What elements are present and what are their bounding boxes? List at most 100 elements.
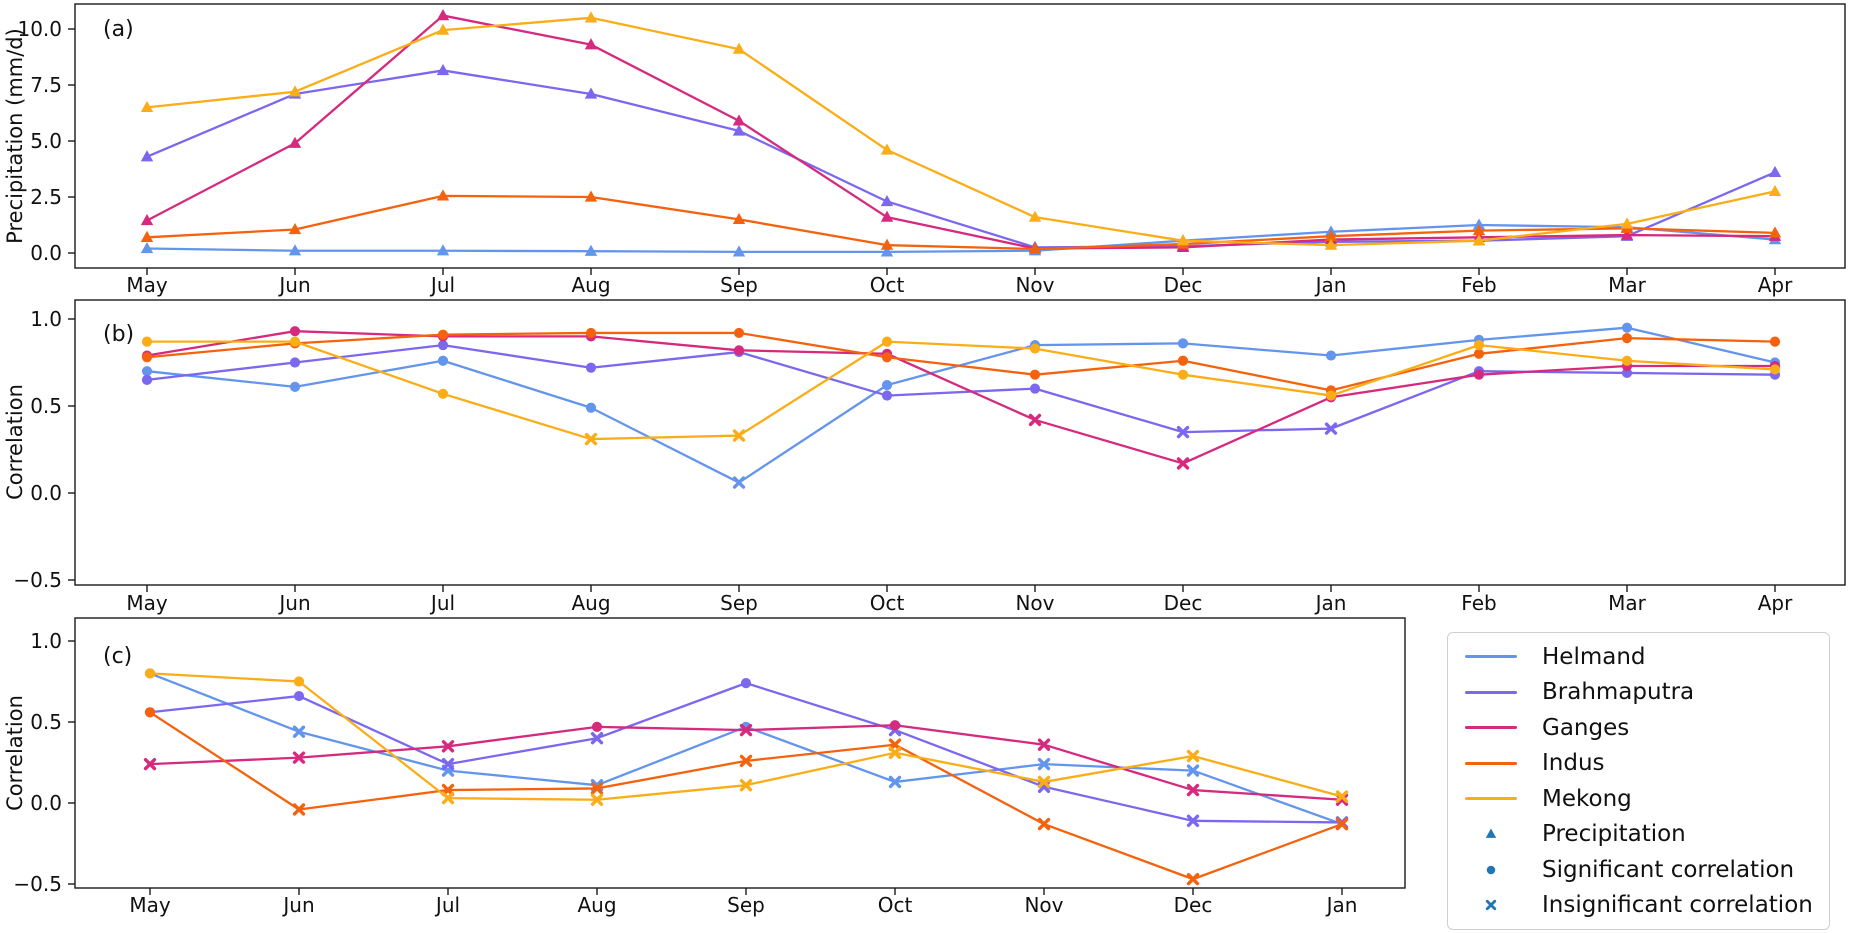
series-helmand-marker-oct [880,245,894,257]
brahmaputra-color-line [1465,690,1517,694]
y-tick-label: −0.5 [13,568,62,592]
series-line-brahmaputra [146,69,1776,249]
x-tick-label-mar: Mar [1608,591,1647,615]
series-helmand-marker-may [140,242,154,254]
series-indus-marker-may [144,707,156,718]
series-mekong-marker-dec [1176,234,1190,246]
series-ganges-marker-sep [733,345,745,356]
series-mekong-marker-jun [288,85,302,97]
x-tick-label-oct: Oct [870,591,905,615]
series-ganges-marker-jul [436,9,450,21]
series-ganges-marker-oct [889,720,901,731]
x-tick-label-jan: Jan [1325,893,1358,917]
series-brahmaputra-marker-may [141,374,153,385]
series-indus-marker-jan [1324,229,1338,241]
y-tick-label: 1.0 [30,307,62,331]
series-helmand-marker-oct [888,775,902,789]
series-helmand-marker-dec [1186,764,1200,777]
x-tick-label-aug: Aug [571,591,610,615]
legend-label: Mekong [1542,785,1632,812]
series-helmand-marker-nov [1037,757,1051,771]
panel-b-spines [74,299,1846,586]
series-mekong-marker-nov [1029,343,1041,354]
legend-item-insignificant-correlation: Insignificant correlation [1448,888,1829,922]
series-mekong-marker-jan [1325,390,1337,401]
series-indus-marker-aug [590,782,604,795]
series-mekong-marker-dec [1177,369,1189,380]
panel-b-ylabel: Correlation [3,384,27,500]
series-indus-marker-jan [1335,817,1349,831]
series-line-helmand [149,672,1343,826]
series-indus-marker-aug [585,327,597,339]
circle-icon [1486,865,1496,875]
legend-label: Insignificant correlation [1542,892,1813,919]
series-mekong-marker-may [140,100,154,113]
series-brahmaputra-marker-oct [880,194,894,207]
panel-c-spines [74,617,1406,889]
panel-c-ylabel: Correlation [3,695,27,811]
x-tick-label-may: May [126,273,168,297]
series-mekong-marker-feb [1473,340,1485,351]
series-mekong-marker-oct [888,746,902,759]
series-helmand-marker-oct [881,380,893,391]
legend-marker-swatch [1448,858,1534,882]
x-tick-label-nov: Nov [1015,273,1054,297]
series-helmand-marker-jun [292,725,306,738]
series-indus-marker-jun [292,803,306,816]
indus-color-line [1465,761,1517,765]
mekong-color-line [1465,797,1517,801]
legend-label: Helmand [1542,643,1646,670]
series-helmand-marker-may [141,366,153,377]
series-line-indus [146,194,1776,251]
x-tick-label-sep: Sep [720,591,758,615]
x-tick-label-feb: Feb [1461,591,1496,615]
series-indus-marker-apr [1768,226,1782,238]
series-brahmaputra-marker-may [140,150,154,162]
panel-a-letter: (a) [103,17,134,42]
legend-item-helmand: Helmand [1448,640,1829,674]
series-line-helmand [146,223,1776,254]
x-tick-label-jul: Jul [429,591,455,615]
x-tick-label-nov: Nov [1024,893,1063,917]
y-tick-label: 0.5 [30,710,62,734]
x-tick-label-sep: Sep [727,893,765,917]
series-ganges-marker-aug [591,721,603,732]
series-helmand-marker-jul [437,355,449,366]
legend-item-indus: Indus [1448,746,1829,780]
x-tick-label-may: May [126,591,168,615]
series-mekong-marker-nov [1028,210,1042,222]
series-mekong-marker-dec [1186,749,1200,763]
y-tick-label: 2.5 [30,185,62,209]
series-ganges-marker-nov [1028,413,1042,427]
series-helmand-marker-feb [1472,218,1486,230]
series-brahmaputra-marker-nov [1029,383,1041,394]
series-line-mekong [147,340,1776,441]
x-tick-label-dec: Dec [1164,273,1203,297]
series-ganges-marker-dec [1176,457,1190,470]
series-brahmaputra-marker-aug [585,362,597,373]
x-tick-label-jan: Jan [1314,591,1347,615]
series-mekong-marker-jun [289,336,301,347]
series-mekong-marker-oct [880,143,894,155]
series-mekong-marker-jul [441,791,455,805]
series-mekong-marker-jan [1335,790,1349,803]
y-tick-label: 0.0 [30,241,62,265]
triangle-icon [1485,828,1497,839]
series-ganges-marker-jun [288,136,302,148]
y-tick-label: 0.0 [30,791,62,815]
series-ganges-marker-feb [1473,369,1485,380]
series-indus-marker-sep [739,754,753,768]
series-helmand-marker-dec [1177,338,1189,349]
series-mekong-marker-apr [1769,364,1781,375]
y-tick-label: 0.5 [30,394,62,418]
series-helmand-marker-jun [289,381,301,392]
x-tick-label-aug: Aug [571,273,610,297]
legend: Helmand Brahmaputra Ganges Indus Mekong Preci… [1447,632,1830,930]
x-tick-label-oct: Oct [878,893,913,917]
series-indus-marker-apr [1769,336,1781,347]
legend-label: Brahmaputra [1542,679,1695,706]
series-indus-marker-feb [1473,348,1485,359]
series-ganges-marker-jun [289,326,301,337]
x-tick-label-may: May [129,893,171,917]
series-line-indus [149,711,1343,881]
